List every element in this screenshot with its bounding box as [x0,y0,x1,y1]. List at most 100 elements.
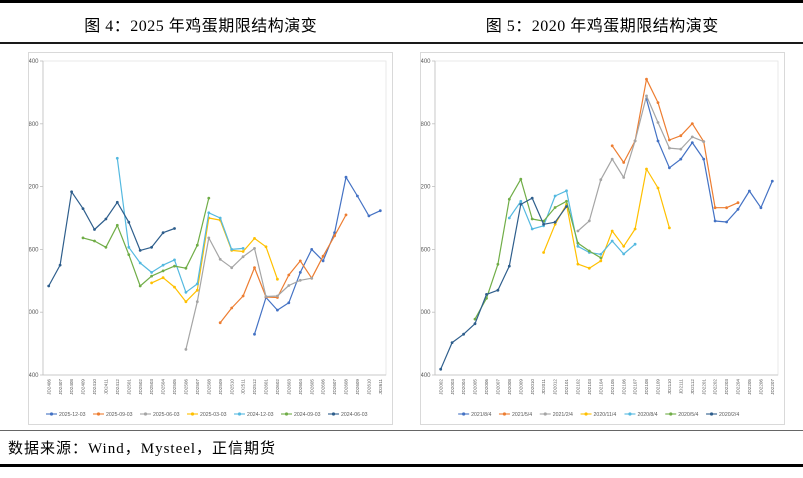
series-line-2020/5/4 [474,178,602,320]
x-axis-tick-label: JD2605 [309,379,314,395]
data-point-marker [367,214,371,218]
data-point-marker [553,206,557,209]
data-point-marker [378,209,382,213]
y-axis-tick-label: 3600 [421,247,431,253]
x-axis-tick-label: JD2111 [678,379,683,395]
series-line-2020/11/4 [542,168,670,269]
series-line-2025-06-03 [185,237,313,350]
data-point-marker [195,300,199,304]
y-axis-tick-label: 4800 [421,122,431,128]
x-axis-tick-label: JD2607 [332,379,337,395]
y-axis-tick-label: 3600 [29,247,39,253]
data-point-marker [356,194,359,198]
data-point-marker [287,273,291,277]
y-axis-tick-label: 5400 [421,59,431,65]
data-point-marker [439,367,443,371]
data-point-marker [587,249,591,253]
figure4-title: 图 4：2025 年鸡蛋期限结构演变 [84,18,318,35]
x-axis-tick-label: JD2508 [206,379,211,395]
data-point-marker [298,259,302,263]
x-axis-tick-label: JD2412 [115,379,120,395]
data-point-marker [599,252,603,256]
figure4-chart: 2400 3000 3600 4200 4800 5400 JD2406 JD2407 JD24… [25,52,393,425]
figure5-chart: 2400 3000 3600 4200 4800 5400 JD2002 JD2003 JD20… [417,52,785,425]
data-point-marker [610,239,614,243]
x-axis-tick-label: JD2008 [507,379,512,395]
data-point-marker [519,177,523,181]
x-axis-tick-label: JD2501 [126,379,131,395]
data-point-marker [253,332,256,336]
data-point-marker [161,263,165,267]
data-point-marker [218,257,222,261]
data-point-marker [668,138,671,142]
data-point-marker [576,244,580,248]
data-point-marker [195,288,199,292]
x-axis-tick-label: JD2007 [495,379,500,395]
series-line-2025-03-03 [150,217,278,303]
plot-area-border [42,60,387,376]
data-point-marker [253,237,256,240]
legend-item: 2021/5/4 [498,412,532,418]
data-point-marker [679,134,683,138]
data-point-marker [656,101,660,104]
data-point-marker [668,146,671,150]
data-point-marker [184,348,188,351]
x-axis-tick-label: JD2006 [484,379,489,395]
data-point-marker [173,258,176,262]
x-axis-tick-label: JD2407 [58,379,63,395]
x-axis-tick-label: JD2207 [770,379,775,395]
x-axis-tick-label: JD2009 [518,379,523,395]
legend-item: 2020/8/4 [624,412,658,418]
data-point-marker [207,236,211,240]
legend-item: 2020/2/4 [706,412,739,418]
data-point-marker [241,247,245,250]
data-point-marker [344,175,348,179]
series-line-2020/8/4 [508,190,636,255]
x-axis-tick-label: JD2110 [667,379,672,395]
x-axis-tick-label: JD2510 [229,379,234,395]
data-point-marker [622,244,626,248]
data-point-marker [298,278,302,282]
data-point-marker [58,263,62,267]
data-point-marker [599,259,603,263]
x-axis-tick-label: JD2106 [621,379,626,395]
data-point-marker [230,306,234,310]
data-point-marker [713,219,717,223]
y-axis-tick-label: 5400 [29,59,39,65]
legend-item: 2024-06-03 [328,412,368,418]
data-point-marker [161,269,165,273]
y-axis-tick-label: 3000 [29,310,39,316]
data-point-marker [565,189,568,193]
x-axis-tick-label: JD2003 [450,379,455,395]
data-point-marker [161,276,165,280]
x-axis-tick-label: JD2603 [286,379,291,395]
bottom-border-rule [0,464,803,467]
legend-label: 2025-03-03 [200,412,227,418]
data-point-marker [298,271,302,274]
data-point-marker [725,206,728,210]
plot-area-border [434,60,779,376]
data-point-marker [622,252,626,256]
x-axis-tick-label: JD2503 [149,379,154,395]
data-point-marker [173,285,176,289]
data-point-marker [610,229,614,233]
data-point-marker [138,249,142,252]
series-line-2020/2/4 [440,197,568,370]
data-point-marker [770,179,774,183]
legend-label: 2020/2/4 [719,412,739,418]
line-chart-svg: 2400 3000 3600 4200 4800 5400 JD2406 JD2407 JD24… [25,59,387,418]
data-point-marker [507,264,511,268]
legend-item: 2021/8/4 [458,412,491,418]
data-point-marker [496,288,500,292]
data-point-marker [287,301,291,305]
legend-item: 2020/11/4 [580,412,616,418]
series-line-2024-06-03 [48,191,176,287]
x-axis-tick-label: JD2502 [138,379,143,395]
x-axis-tick-label: JD2105 [610,379,615,395]
x-axis-tick-label: JD2409 [81,379,86,395]
data-point-marker [150,245,153,249]
data-point-marker [93,228,96,231]
x-axis-tick-label: JD2102 [576,379,581,395]
x-axis-tick-label: JD2112 [690,379,695,395]
x-axis-tick-label: JD2408 [69,379,74,395]
